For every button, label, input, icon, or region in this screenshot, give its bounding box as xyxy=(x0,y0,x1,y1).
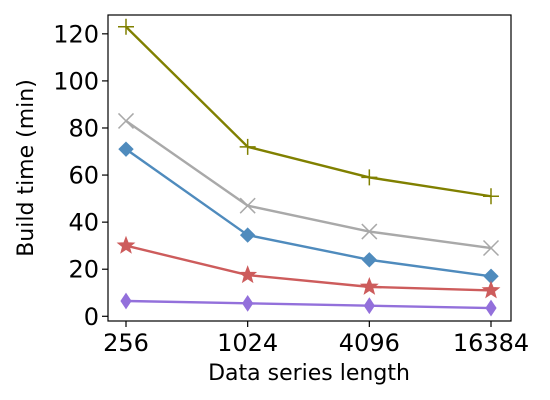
series-line xyxy=(125,299,492,310)
y-axis: 0 20 40 60 80 100 120 xyxy=(53,20,108,331)
data-point xyxy=(363,297,375,315)
series-layer xyxy=(116,18,501,317)
y-tick-label: 100 xyxy=(53,67,99,95)
data-point xyxy=(361,169,378,186)
x-tick-label: 4096 xyxy=(339,329,400,357)
data-point xyxy=(239,197,256,214)
series-line xyxy=(125,244,492,292)
data-point xyxy=(116,235,136,254)
data-point xyxy=(483,188,499,205)
y-tick-label: 20 xyxy=(68,256,99,284)
data-point xyxy=(118,141,134,157)
data-point xyxy=(118,18,134,35)
data-point xyxy=(481,280,501,299)
y-tick-label: 120 xyxy=(53,20,99,48)
y-tick-label: 80 xyxy=(68,114,99,142)
data-point xyxy=(482,240,500,257)
series-line xyxy=(125,119,492,250)
x-tick-label: 256 xyxy=(103,329,149,357)
series-1 xyxy=(118,18,499,205)
x-tick-label: 1024 xyxy=(217,329,278,357)
x-tick-label: 16384 xyxy=(453,329,529,357)
y-tick-label: 40 xyxy=(68,209,99,237)
data-point xyxy=(120,292,132,310)
data-point xyxy=(238,265,258,284)
data-point xyxy=(485,299,497,317)
data-point xyxy=(361,223,378,240)
plot-frame xyxy=(107,14,512,322)
x-axis-title: Data series length xyxy=(208,361,410,386)
series-3 xyxy=(118,141,499,284)
y-tick-label: 0 xyxy=(84,303,99,331)
series-line xyxy=(125,148,492,278)
series-4 xyxy=(116,235,501,299)
data-point xyxy=(242,294,254,312)
series-line xyxy=(125,25,492,198)
data-point xyxy=(359,276,379,295)
y-axis-title: Build time (min) xyxy=(14,79,39,257)
data-point xyxy=(239,138,256,155)
series-2 xyxy=(117,112,500,257)
x-axis: 256 1024 4096 16384 xyxy=(103,321,529,357)
data-point xyxy=(361,252,378,268)
series-5 xyxy=(120,292,497,317)
data-point xyxy=(239,227,256,243)
y-tick-label: 60 xyxy=(68,162,99,190)
data-point xyxy=(117,112,135,129)
